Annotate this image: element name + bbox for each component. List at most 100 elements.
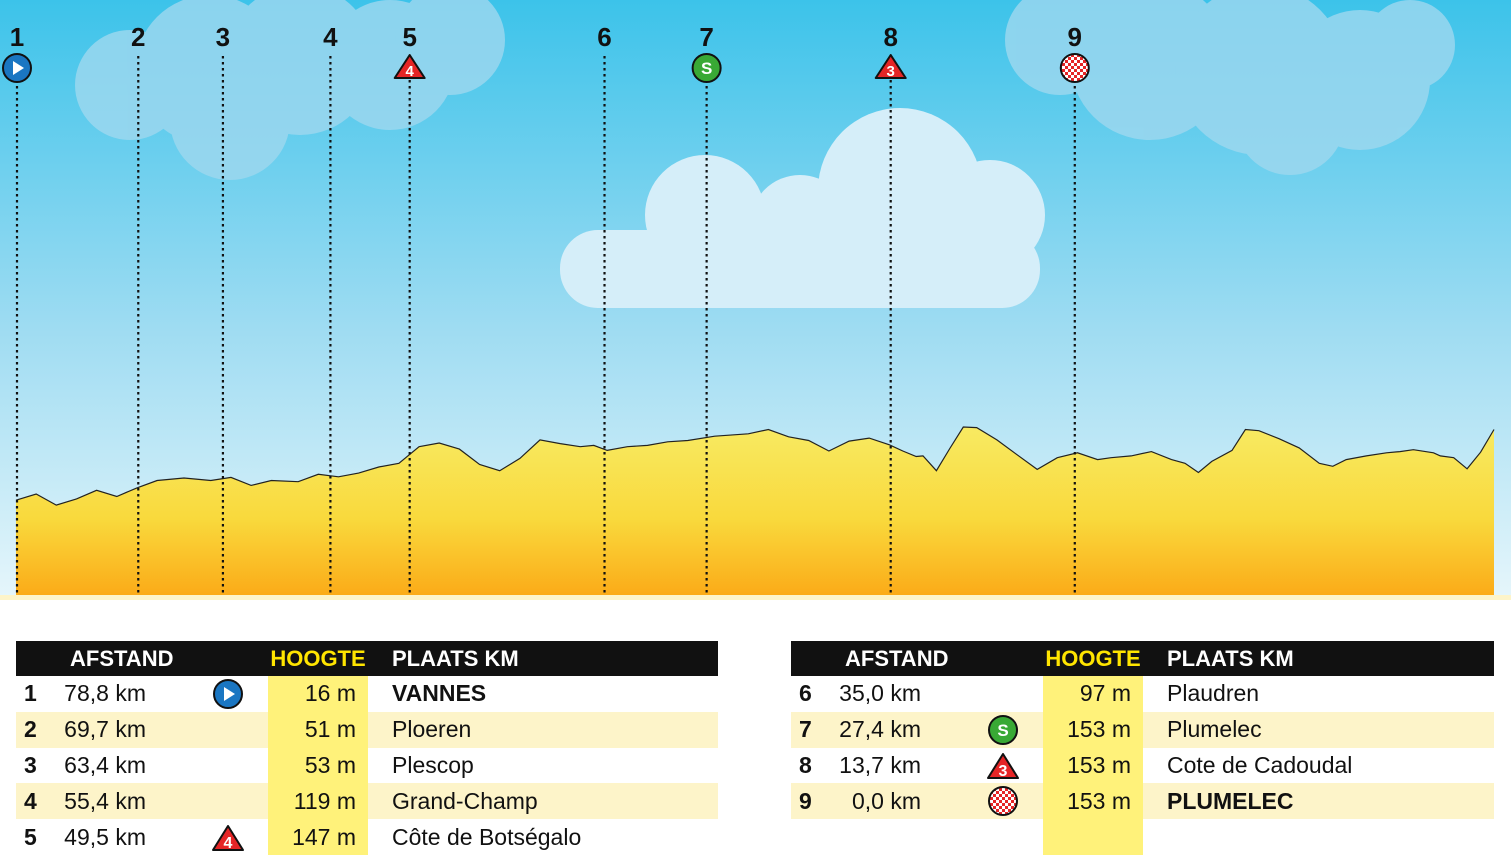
cat3-icon: 3 <box>987 752 1019 780</box>
row-afstand: 49,5 km <box>64 823 146 850</box>
svg-text:S: S <box>997 721 1008 740</box>
svg-text:3: 3 <box>887 63 895 80</box>
row-hoogte <box>1043 819 1143 855</box>
stage-table-left: AFSTAND HOOGTE PLAATS KM 1 78,8 km 16 m … <box>16 641 718 855</box>
header-icon-spacer <box>963 641 1043 676</box>
svg-text:S: S <box>701 59 712 78</box>
elevation-area <box>16 427 1494 595</box>
row-icon-cell: S <box>963 711 1043 748</box>
row-number: 2 <box>16 711 58 748</box>
svg-text:4: 4 <box>224 835 233 852</box>
cloud-middle <box>560 108 1045 308</box>
row-number: 6 <box>799 680 812 707</box>
start-icon <box>2 53 32 83</box>
chart-base-band <box>0 595 1511 600</box>
row-icon-cell: 4 <box>188 819 268 855</box>
header-icon-spacer <box>188 641 268 676</box>
row-plaats: Plescop <box>392 751 474 778</box>
row-hoogte: 51 m <box>268 711 368 748</box>
row-icon-cell <box>963 783 1043 820</box>
elevation-line <box>15 426 1495 506</box>
row-afstand: 63,4 km <box>64 751 146 778</box>
marker-number: 4 <box>323 22 338 52</box>
start-icon <box>213 678 243 709</box>
header-hoogte: HOOGTE <box>1043 641 1143 676</box>
row-number: 7 <box>791 711 833 748</box>
table-row: 7 27,4 km S 153 m Plumelec <box>791 711 1494 748</box>
row-plaats: VANNES <box>392 680 487 707</box>
header-spacer <box>791 641 833 676</box>
cat4-icon: 4 <box>393 54 426 80</box>
sprint-icon: S <box>988 714 1018 745</box>
km-marker-3: 3 <box>216 22 230 595</box>
row-hoogte: 147 m <box>268 819 368 855</box>
km-marker-7: 7S <box>691 22 722 595</box>
svg-text:4: 4 <box>406 63 415 80</box>
table-row: 3 63,4 km 53 m Plescop <box>16 747 718 784</box>
header-afstand: AFSTAND <box>58 641 188 676</box>
row-icon-cell <box>188 711 268 748</box>
row-number <box>791 819 833 855</box>
marker-number: 9 <box>1068 22 1082 52</box>
row-number: 8 <box>799 751 812 778</box>
row-afstand: 55,4 km <box>58 783 188 820</box>
row-icon-cell <box>963 819 1043 855</box>
row-plaats: Grand-Champ <box>368 783 718 820</box>
row-number: 1 <box>24 680 37 707</box>
table-header-row: AFSTAND HOOGTE PLAATS KM <box>791 641 1494 676</box>
table-header-row: AFSTAND HOOGTE PLAATS KM <box>16 641 718 676</box>
table-row: 5 49,5 km 4 147 m Côte de Botségalo <box>16 819 718 855</box>
row-icon-cell <box>963 676 1043 712</box>
row-hoogte: 153 m <box>1043 747 1143 784</box>
marker-number: 1 <box>10 22 24 52</box>
row-hoogte: 119 m <box>268 783 368 820</box>
cat3-icon: 3 <box>874 54 907 80</box>
table-row: 8 13,7 km 3 153 m Cote de Cadoudal <box>791 747 1494 784</box>
marker-number: 3 <box>216 22 230 52</box>
row-afstand: 35,0 km <box>839 680 921 707</box>
km-marker-2: 2 <box>131 22 146 595</box>
row-hoogte: 153 m <box>1043 783 1143 820</box>
header-plaats-km: PLAATS KM <box>368 641 718 676</box>
finish-icon <box>1059 53 1090 83</box>
row-number: 3 <box>24 751 37 778</box>
km-marker-5: 54 <box>393 22 426 595</box>
row-icon-cell <box>188 748 268 784</box>
row-plaats: Plaudren <box>1167 680 1260 707</box>
row-afstand: 0,0 km <box>833 783 963 820</box>
row-afstand: 13,7 km <box>839 751 921 778</box>
row-number: 5 <box>24 823 37 850</box>
table-row: 6 35,0 km 97 m Plaudren <box>791 676 1494 712</box>
marker-number: 7 <box>699 22 713 52</box>
row-icon-cell: 3 <box>963 748 1043 784</box>
row-afstand <box>833 819 963 855</box>
table-row: 1 78,8 km 16 m VANNES <box>16 676 718 712</box>
row-icon-cell <box>188 676 268 712</box>
row-plaats: Plumelec <box>1143 711 1494 748</box>
km-marker-8: 83 <box>874 22 907 595</box>
clouds <box>75 0 1455 180</box>
marker-number: 2 <box>131 22 145 52</box>
marker-number: 5 <box>402 22 416 52</box>
table-row: 9 0,0 km 153 m PLUMELEC <box>791 783 1494 820</box>
row-hoogte: 153 m <box>1043 711 1143 748</box>
cat4-icon: 4 <box>212 824 244 852</box>
header-plaats-km: PLAATS KM <box>1143 641 1494 676</box>
row-icon-cell <box>188 783 268 820</box>
row-plaats: Cote de Cadoudal <box>1167 751 1353 778</box>
table-row: 4 55,4 km 119 m Grand-Champ <box>16 783 718 820</box>
table-row: 2 69,7 km 51 m Ploeren <box>16 711 718 748</box>
row-plaats: PLUMELEC <box>1143 783 1494 820</box>
km-marker-9: 9 <box>1059 22 1090 595</box>
sprint-icon: S <box>691 53 722 83</box>
row-afstand: 27,4 km <box>833 711 963 748</box>
row-number: 9 <box>791 783 833 820</box>
marker-number: 6 <box>597 22 611 52</box>
km-marker-1: 1 <box>2 22 32 595</box>
header-hoogte: HOOGTE <box>268 641 368 676</box>
row-plaats: Côte de Botségalo <box>392 823 582 850</box>
row-hoogte: 53 m <box>268 747 368 784</box>
row-plaats: Ploeren <box>368 711 718 748</box>
km-marker-6: 6 <box>597 22 612 595</box>
